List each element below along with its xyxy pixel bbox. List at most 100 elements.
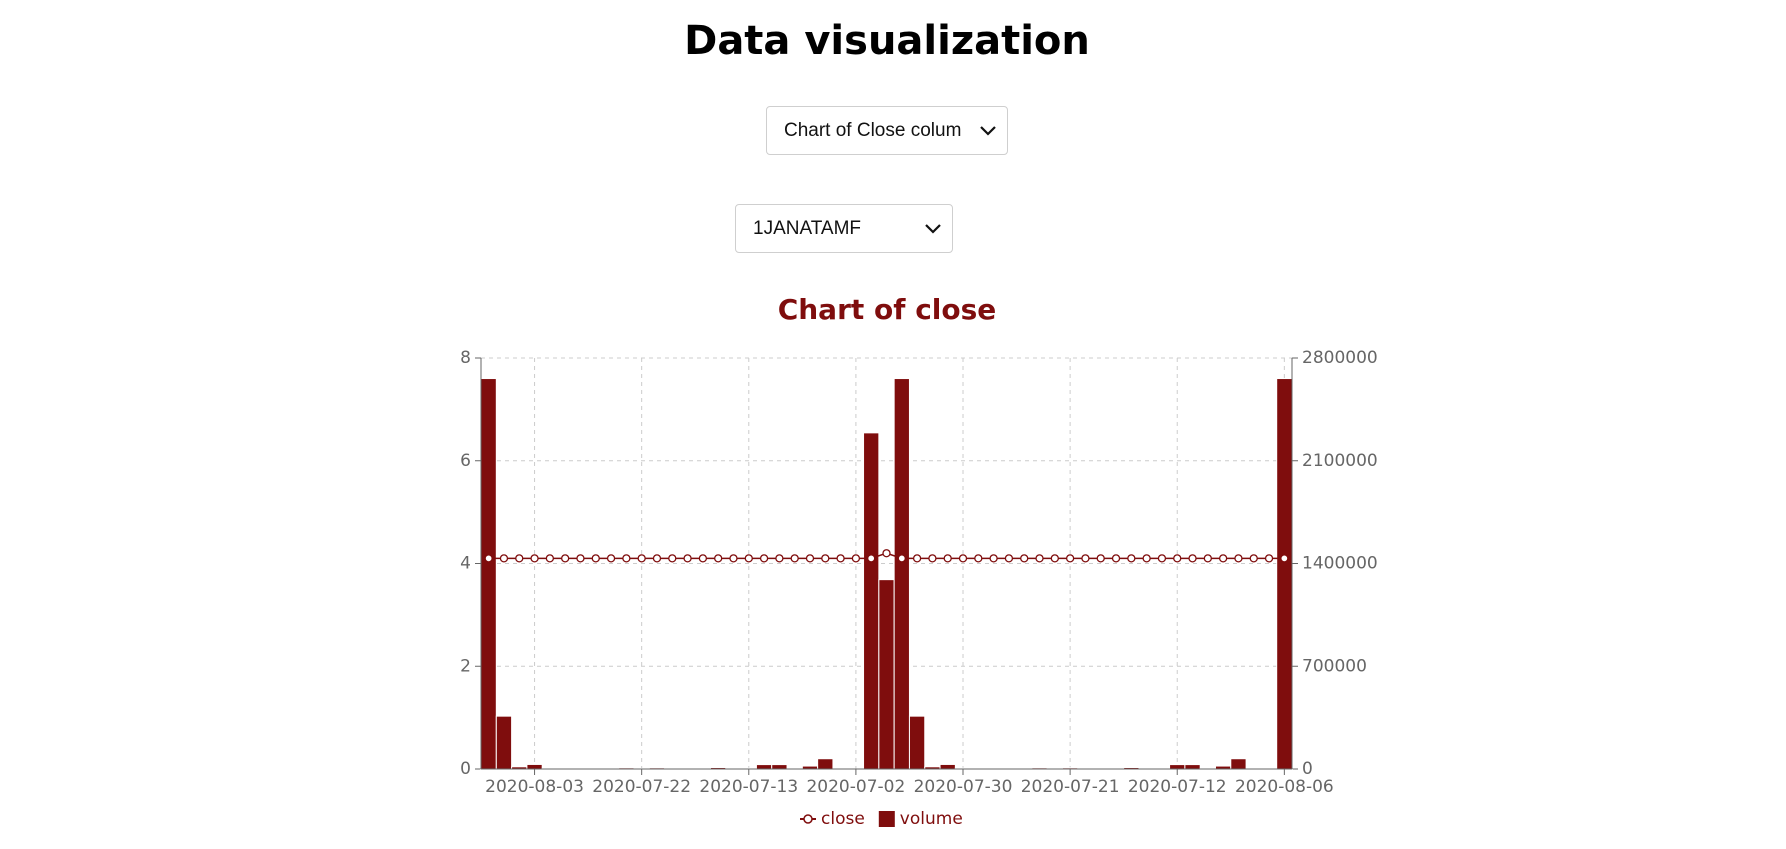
point (1081, 554, 1090, 563)
x-tick-label: 2020-07-12 (1128, 777, 1227, 797)
bar (1230, 758, 1247, 770)
point (943, 554, 952, 563)
point (989, 554, 998, 563)
point (576, 554, 585, 563)
point (759, 554, 769, 563)
select-text: 1JANATAMF (753, 217, 862, 239)
point (1173, 554, 1182, 563)
x-tick-label: 2020-07-13 (699, 777, 798, 797)
point (515, 554, 524, 563)
y2-tick-label: 2800000 (1302, 348, 1378, 368)
point (1280, 554, 1289, 563)
point (668, 554, 677, 563)
point (1020, 554, 1029, 563)
bar (1169, 764, 1186, 770)
point (1004, 554, 1014, 563)
chevron (980, 125, 996, 136)
point (729, 554, 738, 563)
x-tick-label: 2020-08-06 (1235, 777, 1334, 797)
point (637, 554, 646, 563)
point (1188, 554, 1197, 563)
point (622, 554, 631, 563)
bar (480, 378, 497, 770)
chart-title: Chart of close (778, 293, 997, 326)
point (1203, 554, 1212, 563)
point (1065, 554, 1075, 563)
y2-tick-label: 2100000 (1302, 451, 1378, 471)
point (958, 554, 968, 563)
legend-label: close (821, 809, 865, 829)
point (1050, 554, 1059, 563)
bar (1184, 764, 1201, 770)
point (821, 554, 830, 563)
bar (755, 764, 773, 770)
bar (817, 758, 834, 770)
bar (893, 378, 910, 770)
point (606, 554, 616, 563)
point (484, 554, 493, 563)
point (561, 554, 570, 563)
point (1249, 554, 1258, 563)
page-title: Data visualization (684, 18, 1090, 64)
chart-select[interactable]: Chart of Close colum (766, 106, 1008, 155)
point (683, 554, 692, 563)
legend-label: volume (900, 809, 963, 829)
point (591, 554, 600, 563)
point (805, 554, 815, 563)
bar (863, 432, 880, 770)
legend-icon (803, 814, 813, 824)
point (1096, 554, 1105, 563)
y-tick-label: 0 (460, 759, 471, 779)
point (882, 549, 891, 558)
y-tick-label: 2 (460, 656, 471, 676)
x-tick-label: 2020-08-03 (485, 777, 584, 797)
point (1111, 554, 1121, 563)
point (928, 554, 937, 563)
point (912, 554, 922, 563)
point (790, 554, 799, 563)
point (867, 554, 876, 563)
point (545, 554, 555, 563)
symbol-select[interactable]: 1JANATAMF (735, 204, 953, 253)
point (1142, 554, 1151, 563)
x-tick-label: 2020-07-30 (914, 777, 1013, 797)
bar (495, 715, 513, 770)
point (1035, 554, 1044, 563)
bar (878, 579, 895, 770)
bar (771, 764, 788, 770)
point (974, 554, 983, 563)
point (1157, 554, 1167, 563)
bar (526, 763, 543, 770)
point (714, 554, 723, 563)
bar (1276, 378, 1293, 770)
point (1127, 554, 1136, 563)
point (1264, 554, 1274, 563)
y-tick-label: 4 (460, 554, 471, 574)
point (775, 554, 784, 563)
x-tick-label: 2020-07-21 (1021, 777, 1120, 797)
point (652, 554, 662, 563)
bar (939, 763, 956, 770)
x-tick-label: 2020-07-22 (592, 777, 691, 797)
point (1218, 554, 1228, 563)
y2-tick-label: 1400000 (1302, 554, 1378, 574)
point (836, 554, 845, 563)
x-tick-label: 2020-07-02 (806, 777, 905, 797)
point (1234, 554, 1243, 563)
point (698, 554, 708, 563)
y-tick-label: 8 (460, 348, 471, 368)
select-text: Chart of Close colum (784, 119, 962, 141)
y2-tick-label: 700000 (1302, 656, 1367, 676)
y2-tick-label: 0 (1302, 759, 1313, 779)
chevron (925, 223, 941, 234)
point (530, 554, 539, 563)
point (851, 554, 861, 563)
point (897, 554, 906, 563)
legend-icon (878, 811, 895, 827)
y-tick-label: 6 (460, 451, 471, 471)
point (744, 554, 753, 563)
